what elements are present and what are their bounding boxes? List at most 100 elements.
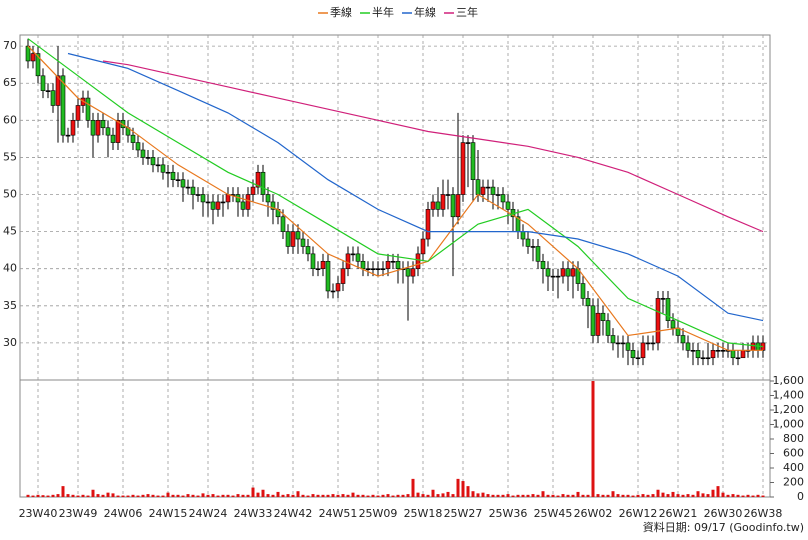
x-tick-label: 25W18: [404, 507, 443, 520]
volume-bar: [231, 495, 235, 497]
legend-label: 季線: [330, 5, 352, 19]
candle-body: [180, 179, 186, 188]
candle-body: [310, 253, 316, 270]
candle-body: [385, 260, 391, 270]
candle-body: [500, 194, 506, 203]
candle-body: [475, 179, 481, 195]
volume-bar: [731, 494, 735, 497]
candle-body: [460, 142, 466, 195]
y-tick-label: 55: [3, 150, 17, 163]
volume-tick-label: 0: [797, 490, 804, 503]
volume-bar: [326, 494, 330, 497]
volume-bar: [311, 494, 315, 497]
candle-body: [300, 238, 306, 247]
volume-bar: [456, 478, 460, 497]
volume-bar: [526, 494, 530, 497]
volume-bar: [281, 494, 285, 497]
candle-body: [505, 201, 511, 210]
volume-bar: [516, 494, 520, 497]
volume-bar: [51, 494, 55, 497]
candle-body: [255, 171, 261, 188]
volume-bar: [486, 494, 490, 497]
candle-body: [670, 320, 676, 329]
x-tick-label: 26W02: [574, 507, 613, 520]
x-tick-label: 24W15: [149, 507, 188, 520]
candle-body: [425, 209, 431, 240]
candle-body: [365, 268, 371, 271]
volume-tick-label: 1,600: [773, 374, 805, 387]
volume-bar: [751, 495, 755, 497]
candle-body: [330, 290, 336, 293]
volume-bar: [721, 492, 725, 497]
candle-body: [570, 268, 576, 277]
x-tick-label: 24W24: [189, 507, 228, 520]
candle-body: [535, 246, 541, 262]
candle-body: [420, 238, 426, 255]
volume-bar: [506, 494, 510, 497]
candle-body: [380, 268, 386, 271]
candle-body: [450, 194, 456, 218]
volume-bar: [286, 494, 290, 497]
volume-bar: [196, 495, 200, 497]
volume-bar: [741, 495, 745, 497]
candle-body: [345, 253, 351, 270]
candle-body: [45, 90, 51, 92]
volume-bar: [46, 495, 50, 497]
volume-bar: [661, 492, 665, 497]
volume-bar: [596, 494, 600, 497]
volume-bar: [266, 494, 270, 497]
volume-bar: [61, 486, 65, 497]
candle-body: [140, 149, 146, 158]
volume-bar: [676, 494, 680, 497]
volume-bar: [256, 492, 260, 497]
candle-body: [245, 194, 251, 210]
volume-bar: [746, 494, 750, 497]
candle-body: [130, 134, 136, 143]
ma-line: [67, 52, 764, 322]
volume-bar: [261, 489, 265, 497]
x-tick-label: 24W51: [319, 507, 358, 520]
volume-bar: [471, 491, 475, 497]
volume-bar: [601, 494, 605, 497]
volume-bar: [71, 494, 75, 497]
candle-body: [290, 231, 296, 247]
candle-body: [375, 268, 381, 271]
legend-label: 半年: [372, 5, 394, 19]
candle-body: [305, 246, 311, 255]
volume-tick-label: 800: [783, 432, 804, 445]
volume-bar: [656, 489, 660, 497]
candle-body: [560, 268, 566, 277]
volume-tick-label: 1,400: [773, 389, 805, 402]
volume-bar: [436, 494, 440, 497]
volume-bar: [316, 494, 320, 497]
volume-bar: [381, 494, 385, 497]
volume-bar: [586, 494, 590, 497]
x-tick-label: 26W21: [659, 507, 698, 520]
candle-body: [525, 238, 531, 247]
volume-bar: [561, 494, 565, 497]
volume-bar: [566, 494, 570, 497]
candle-body: [700, 357, 706, 360]
volume-bar: [86, 495, 90, 497]
candle-body: [630, 350, 636, 359]
volume-bar: [271, 494, 275, 497]
x-tick-label: 23W40: [19, 507, 58, 520]
candle-body: [40, 75, 46, 91]
candle-body: [485, 186, 491, 189]
candle-body: [405, 268, 411, 277]
candle-body: [720, 350, 726, 352]
volume-bar: [546, 494, 550, 497]
candle-body: [395, 260, 401, 270]
volume-bar: [131, 494, 135, 497]
candle-body: [680, 335, 686, 344]
x-tick-label: 25W45: [534, 507, 573, 520]
volume-bar: [641, 494, 645, 497]
candle-body: [280, 216, 286, 232]
x-tick-label: 25W09: [359, 507, 398, 520]
volume-bar: [651, 494, 655, 497]
candle-body: [540, 260, 546, 270]
volume-bar: [221, 494, 225, 497]
candle-body: [390, 260, 396, 263]
candle-body: [665, 298, 671, 321]
